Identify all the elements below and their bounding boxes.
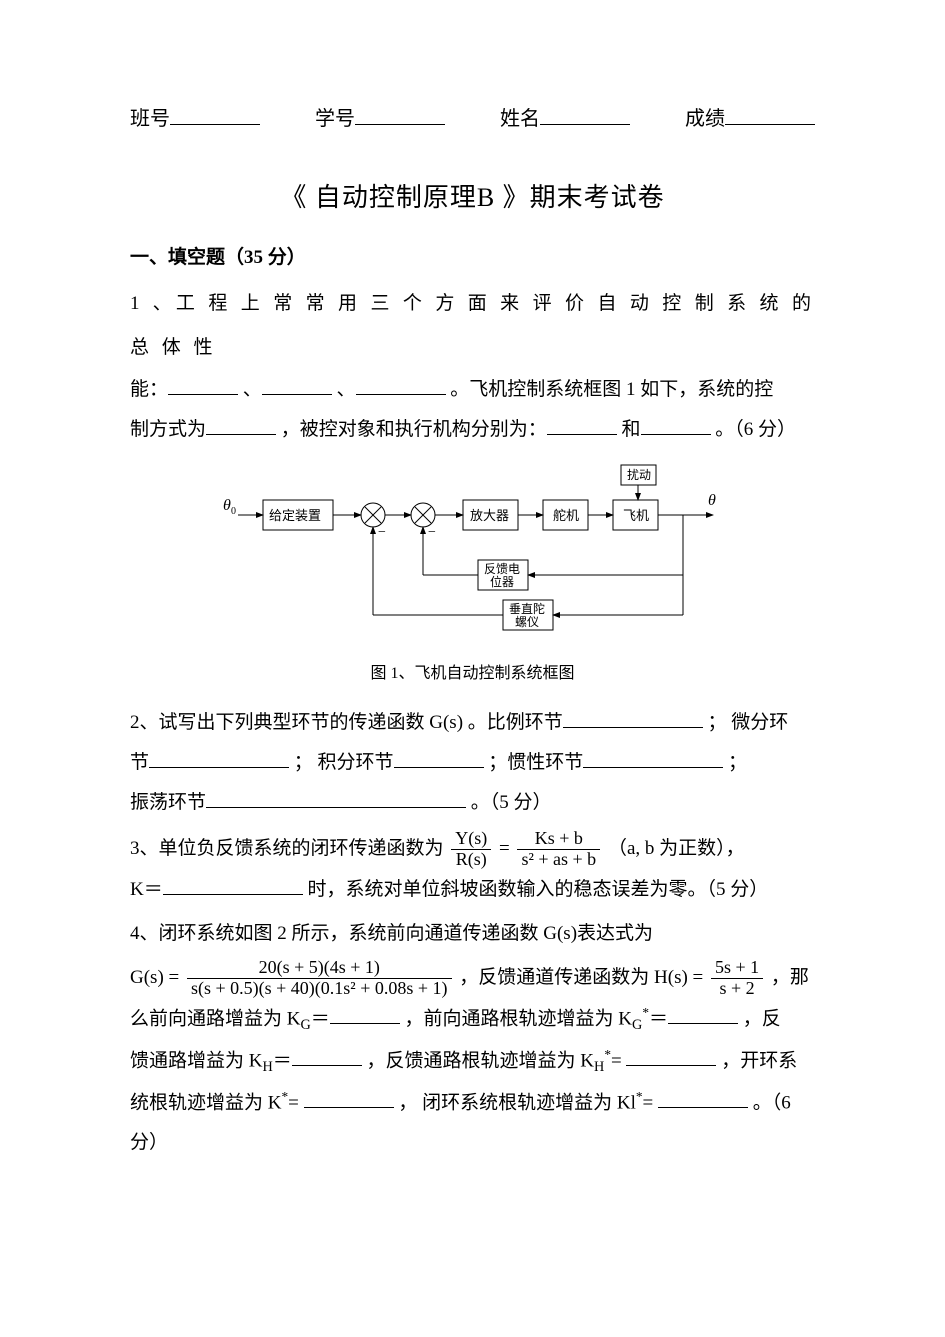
svg-text:θ: θ (708, 492, 716, 509)
fig1-caption: 图 1、飞机自动控制系统框图 (130, 659, 815, 689)
svg-text:给定装置: 给定装置 (269, 508, 321, 523)
q1-line3: 制方式为 ，被控对象和执行机构分别为： 和 。（6 分） (130, 410, 815, 450)
name-field: 姓名 (500, 100, 630, 138)
q4-line5: 统根轨迹增益为 K*= ， 闭环系统根轨迹增益为 Kl*= 。（6 (130, 1083, 815, 1123)
exam-title: 《 自动控制原理B 》期末考试卷 (130, 173, 815, 222)
q1-line2: 能： 、 、 。飞机控制系统框图 1 如下，系统的控 (130, 370, 815, 410)
header-fields: 班号 学号 姓名 成绩 (130, 100, 815, 138)
q4-line4: 馈通路增益为 KH＝ ，反馈通路根轨迹增益为 KH*= ，开环系 (130, 1041, 815, 1083)
q1: 1 、工 程 上 常 常 用 三 个 方 面 来 评 价 自 动 控 制 系 统… (130, 282, 815, 369)
q4: 4、闭环系统如图 2 所示，系统前向通道传递函数 G(s)表达式为 (130, 914, 815, 954)
svg-text:0: 0 (231, 506, 236, 517)
q2: 2、试写出下列典型环节的传递函数 G(s) 。比例环节 ； 微分环 (130, 703, 815, 743)
section1-head: 一、填空题（35 分） (130, 240, 815, 276)
q3: 3、单位负反馈系统的闭环传递函数为 Y(s) R(s) = Ks + b s² … (130, 829, 815, 870)
svg-text:位器: 位器 (490, 574, 514, 589)
svg-text:反馈电: 反馈电 (484, 562, 520, 576)
class-field: 班号 (130, 100, 260, 138)
id-field: 学号 (315, 100, 445, 138)
svg-text:−: − (428, 525, 436, 540)
q4-line6: 分） (130, 1123, 815, 1163)
q2-line3: 振荡环节 。（5 分） (130, 783, 815, 823)
q4-line3: 么前向通路增益为 KG＝ ，前向通路根轨迹增益为 KG*＝ ，反 (130, 999, 815, 1041)
q3-line2: K＝ 时，系统对单位斜坡函数输入的稳态误差为零。（5 分） (130, 870, 815, 910)
svg-text:θ: θ (223, 497, 231, 514)
svg-text:飞机: 飞机 (623, 508, 649, 523)
svg-text:垂直陀: 垂直陀 (509, 601, 545, 616)
svg-text:放大器: 放大器 (470, 508, 509, 523)
svg-text:−: − (378, 525, 386, 540)
block-diagram: θ 0 给定装置 − − 放大器 舵机 飞机 扰动 θ (130, 460, 815, 651)
svg-text:舵机: 舵机 (553, 508, 579, 523)
svg-text:扰动: 扰动 (627, 468, 651, 482)
grade-field: 成绩 (685, 100, 815, 138)
q4-eq: G(s) = 20(s + 5)(4s + 1) s(s + 0.5)(s + … (130, 958, 815, 999)
svg-text:螺仪: 螺仪 (515, 615, 539, 629)
q2-line2: 节 ； 积分环节 ；惯性环节 ； (130, 743, 815, 783)
